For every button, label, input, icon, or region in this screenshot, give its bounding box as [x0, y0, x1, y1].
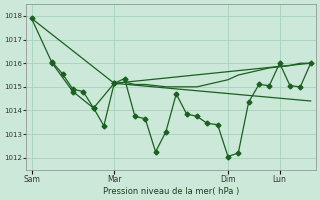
X-axis label: Pression niveau de la mer( hPa ): Pression niveau de la mer( hPa ) [103, 187, 239, 196]
